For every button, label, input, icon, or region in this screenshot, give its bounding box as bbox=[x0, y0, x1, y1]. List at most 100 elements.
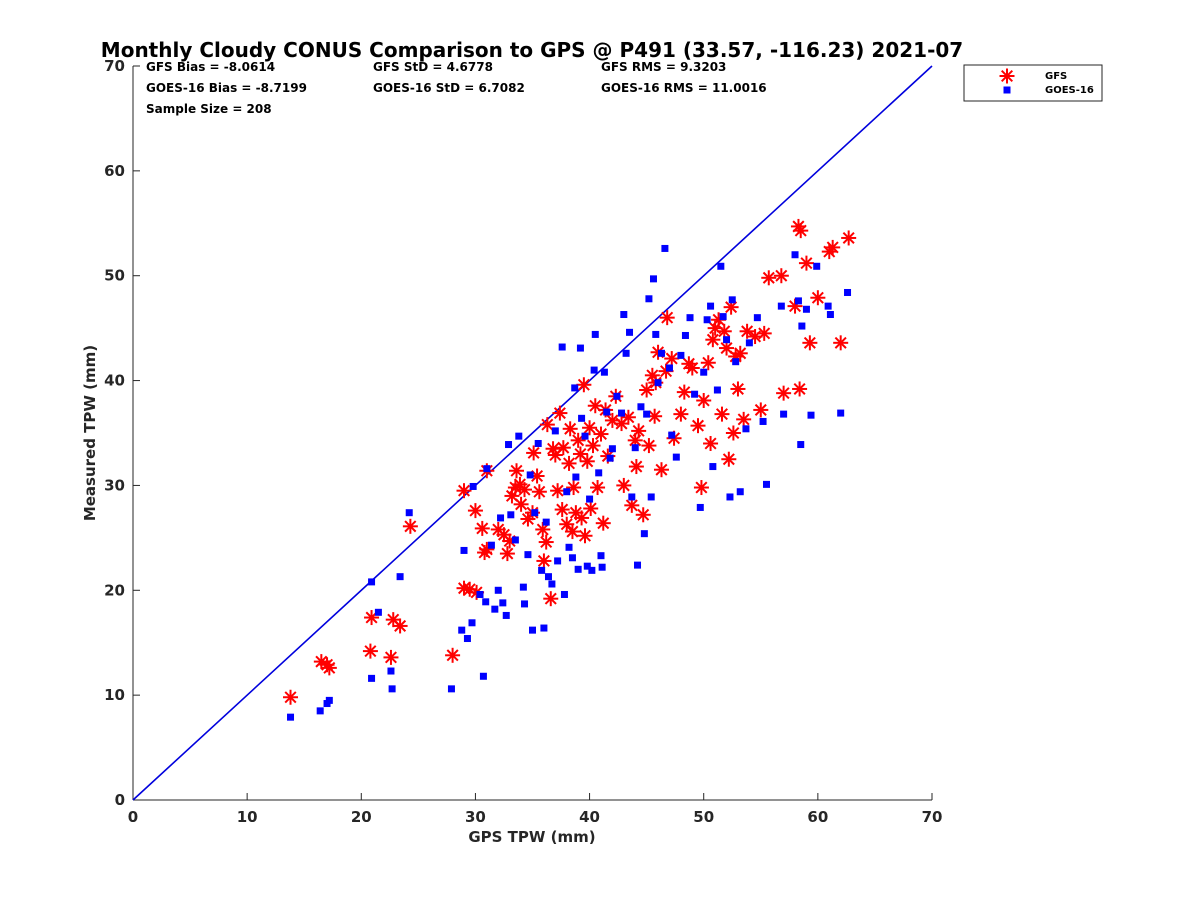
goes-16-point bbox=[665, 364, 673, 372]
goes-16-point bbox=[824, 302, 832, 310]
goes-16-point bbox=[728, 296, 736, 304]
goes-16-point bbox=[368, 674, 376, 682]
legend-goes-marker bbox=[1003, 86, 1011, 94]
gfs-point bbox=[513, 496, 529, 512]
goes-16-point bbox=[713, 386, 721, 394]
gfs-point bbox=[753, 402, 769, 418]
y-tick-label: 60 bbox=[104, 162, 125, 180]
gfs-point bbox=[761, 270, 777, 286]
goes-16-point bbox=[709, 463, 717, 471]
goes-16-point bbox=[677, 351, 685, 359]
goes-16-point bbox=[491, 605, 499, 613]
gfs-point bbox=[696, 392, 712, 408]
gfs-point bbox=[631, 423, 647, 439]
gfs-point bbox=[570, 432, 586, 448]
gfs-point bbox=[577, 528, 593, 544]
gfs-point bbox=[509, 463, 525, 479]
goes-16-point bbox=[568, 554, 576, 562]
goes-16-point bbox=[622, 349, 630, 357]
goes-16-point bbox=[691, 390, 699, 398]
goes-16-point bbox=[759, 417, 767, 425]
goes-16-point bbox=[595, 469, 603, 477]
goes-16-point bbox=[668, 431, 676, 439]
goes-16-point bbox=[515, 432, 523, 440]
gfs-point bbox=[833, 335, 849, 351]
goes-16-point bbox=[813, 262, 821, 270]
gfs-point bbox=[776, 385, 792, 401]
goes-16-point bbox=[519, 583, 527, 591]
gfs-point bbox=[445, 647, 461, 663]
goes-16-point bbox=[558, 343, 566, 351]
gfs-point bbox=[810, 290, 826, 306]
gfs-point bbox=[736, 411, 752, 427]
gfs-point bbox=[579, 453, 595, 469]
goes-16-point bbox=[524, 551, 532, 559]
gfs-point bbox=[362, 643, 378, 659]
goes-16-point bbox=[511, 536, 519, 544]
goes-16-point bbox=[583, 562, 591, 570]
stat-gfs-std: GFS StD = 4.6778 bbox=[373, 60, 493, 74]
gfs-point bbox=[385, 612, 401, 628]
goes-16-point bbox=[631, 444, 639, 452]
chart-title: Monthly Cloudy CONUS Comparison to GPS @… bbox=[101, 38, 963, 62]
gfs-point bbox=[550, 483, 566, 499]
gfs-point bbox=[517, 482, 533, 498]
goes-16-point bbox=[707, 302, 715, 310]
goes-16-point bbox=[598, 563, 606, 571]
goes-16-point bbox=[578, 414, 586, 422]
gfs-point bbox=[616, 477, 632, 493]
stats-block: GFS Bias = -8.0614 GFS StD = 4.6778 GFS … bbox=[146, 60, 767, 116]
goes-16-point bbox=[703, 316, 711, 324]
goes-16-point bbox=[628, 493, 636, 501]
goes-16-point bbox=[542, 518, 550, 526]
goes-16-point bbox=[544, 573, 552, 581]
goes-16-point bbox=[597, 552, 605, 560]
goes-16-point bbox=[742, 425, 750, 433]
x-tick-label: 60 bbox=[807, 808, 828, 826]
legend-gfs-asterisk-icon bbox=[999, 68, 1015, 84]
y-axis-label: Measured TPW (mm) bbox=[81, 345, 99, 521]
gfs-point bbox=[564, 524, 580, 540]
x-tick-label: 70 bbox=[922, 808, 943, 826]
gfs-point bbox=[585, 438, 601, 454]
goes-16-point bbox=[591, 330, 599, 338]
goes-16-point bbox=[700, 368, 708, 376]
gfs-point bbox=[659, 310, 675, 326]
gfs-point bbox=[825, 239, 841, 255]
stat-goes-bias: GOES-16 Bias = -8.7199 bbox=[146, 81, 307, 95]
goes-16-point bbox=[590, 366, 598, 374]
gfs-point bbox=[552, 405, 568, 421]
goes-16-point bbox=[794, 297, 802, 305]
gfs-point bbox=[739, 323, 755, 339]
goes-16-point bbox=[560, 590, 568, 598]
gfs-point bbox=[714, 406, 730, 422]
goes-16-point bbox=[603, 408, 611, 416]
goes-16-point bbox=[482, 598, 490, 606]
gfs-point bbox=[635, 507, 651, 523]
goes-16-point bbox=[681, 331, 689, 339]
gfs-point bbox=[576, 377, 592, 393]
gfs-point bbox=[559, 516, 575, 532]
goes-16-point bbox=[521, 600, 529, 608]
goes-16-point bbox=[696, 503, 704, 511]
goes-16-point bbox=[388, 685, 396, 693]
goes-16-point bbox=[802, 305, 810, 313]
x-axis-ticks: 0 10 20 30 40 50 60 70 bbox=[128, 793, 943, 826]
gfs-point bbox=[283, 689, 299, 705]
gfs-point bbox=[792, 381, 808, 397]
goes-16-point bbox=[405, 509, 413, 517]
gfs-point bbox=[499, 546, 515, 562]
goes-16-point bbox=[626, 328, 634, 336]
goes-16-point bbox=[538, 566, 546, 574]
goes-16-point bbox=[826, 311, 834, 319]
legend-goes-label: GOES-16 bbox=[1045, 85, 1094, 96]
goes-16-point bbox=[753, 314, 761, 322]
goes-16-point bbox=[618, 409, 626, 417]
x-tick-label: 30 bbox=[465, 808, 486, 826]
goes-16-point bbox=[613, 392, 621, 400]
goes-16-point bbox=[494, 586, 502, 594]
gfs-point bbox=[690, 418, 706, 434]
goes-16-point bbox=[476, 590, 484, 598]
y-tick-label: 10 bbox=[104, 686, 125, 704]
plot-area: 0 10 20 30 40 50 60 70 0 10 20 30 40 50 60 70 bbox=[104, 57, 942, 826]
